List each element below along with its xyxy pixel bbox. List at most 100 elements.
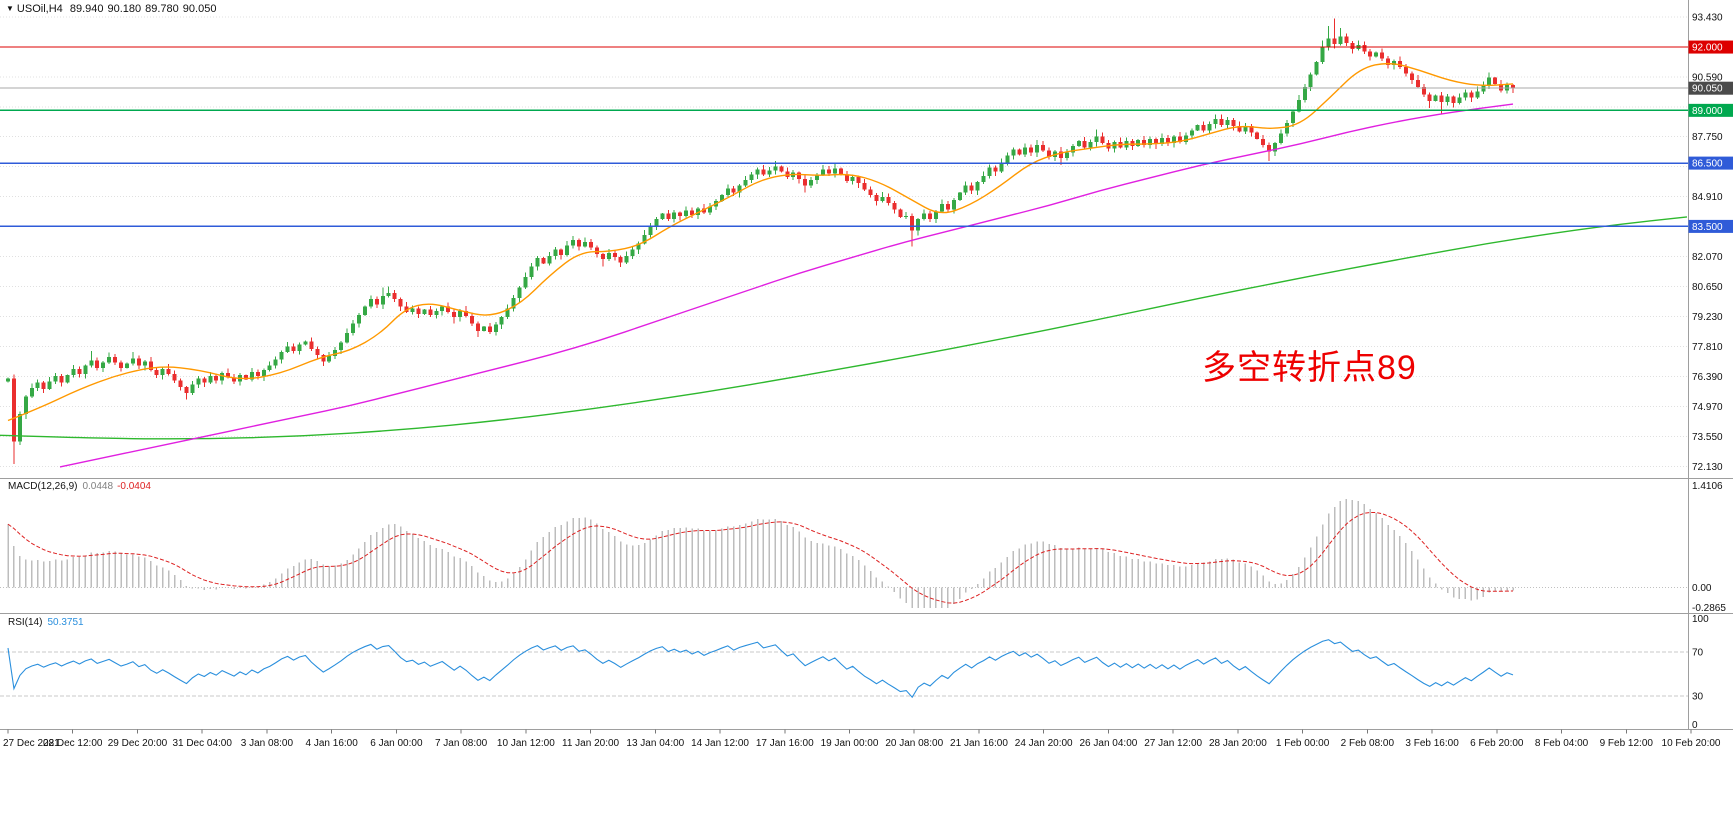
- candle-body: [743, 179, 748, 186]
- candle-body: [838, 168, 843, 175]
- price-axis-label: 74.970: [1692, 402, 1723, 413]
- candle-body: [529, 266, 534, 278]
- candle-body: [749, 174, 754, 180]
- candle-body: [77, 368, 82, 375]
- chart-canvas[interactable]: 93.430 90.590 87.750 84.910 82.070 80.650 79.2…: [0, 0, 1733, 760]
- candle-body: [1088, 142, 1093, 148]
- quick-trade-dropdown-icon[interactable]: ▼: [6, 4, 14, 13]
- time-axis-label: 19 Jan 00:00: [821, 738, 879, 749]
- candle-body: [773, 166, 778, 171]
- candle-body: [779, 166, 784, 172]
- candle-body: [1362, 44, 1367, 52]
- chart-annotation-text[interactable]: 多空转折点89: [1202, 349, 1417, 387]
- candle-body: [410, 308, 415, 312]
- candle-body: [1249, 126, 1254, 133]
- price-tag: [1688, 219, 1733, 233]
- candle-body: [809, 179, 814, 186]
- candle-body: [422, 309, 427, 314]
- candle-body: [475, 323, 480, 331]
- candle-body: [1082, 140, 1087, 148]
- time-axis-label: 14 Jan 12:00: [691, 738, 749, 749]
- candle-body: [928, 213, 933, 220]
- candle-body: [101, 362, 106, 368]
- time-axis-label: 29 Dec 20:00: [108, 738, 168, 749]
- price-tag-label: 92.000: [1692, 43, 1723, 54]
- candle-body: [89, 360, 94, 366]
- candle-body: [29, 387, 34, 397]
- ma-fast-line[interactable]: [7, 62, 1514, 422]
- price-axis-label: 76.390: [1692, 372, 1723, 383]
- candle-body: [945, 204, 950, 210]
- candle-body: [1225, 119, 1230, 126]
- price-axis-label: 87.750: [1692, 132, 1723, 143]
- candle-body: [1397, 60, 1402, 68]
- candle-body: [910, 215, 915, 231]
- candle-body: [898, 209, 903, 217]
- candle-body: [446, 306, 451, 312]
- candle-body: [398, 299, 403, 307]
- candle-body: [1213, 118, 1218, 125]
- candle-body: [487, 326, 492, 332]
- candle-body: [1320, 47, 1325, 62]
- candle-body: [392, 292, 397, 300]
- macd-indicator-label: MACD(12,26,9) 0.0448 -0.0404: [8, 481, 151, 492]
- candle-body: [136, 358, 141, 366]
- price-tag-label: 83.500: [1692, 222, 1723, 233]
- candle-body: [386, 292, 391, 297]
- candle-body: [303, 341, 308, 345]
- time-axis-label: 10 Jan 12:00: [497, 738, 555, 749]
- candle-body: [1386, 58, 1391, 65]
- candle-body: [362, 306, 367, 316]
- candle-body: [1427, 94, 1432, 101]
- macd-axis-label: 1.4106: [1692, 481, 1723, 492]
- ma-mid-line[interactable]: [59, 103, 1514, 468]
- candle-body: [356, 315, 361, 324]
- candle-body: [719, 194, 724, 202]
- candle-body: [11, 378, 16, 442]
- price-tag-label: 89.000: [1692, 106, 1723, 117]
- candle-body: [1231, 119, 1236, 127]
- candle-body: [119, 362, 124, 368]
- candle-body: [255, 371, 260, 377]
- time-axis-label: 26 Jan 04:00: [1080, 738, 1138, 749]
- candle-body: [458, 310, 463, 318]
- candle-body: [291, 346, 296, 351]
- candle-body: [933, 211, 938, 220]
- candle-body: [1457, 97, 1462, 103]
- candle-body: [1463, 92, 1468, 98]
- candle-body: [761, 169, 766, 175]
- candle-body: [481, 326, 486, 331]
- candle-body: [517, 287, 522, 299]
- candle-body: [618, 256, 623, 263]
- candle-body: [951, 200, 956, 210]
- candle-body: [975, 182, 980, 191]
- rsi-axis-label: 70: [1692, 648, 1704, 659]
- candle-body: [1171, 136, 1176, 144]
- price-axis-label: 79.230: [1692, 312, 1723, 323]
- candle-body: [469, 316, 474, 324]
- candle-body: [333, 349, 338, 357]
- candle-body: [226, 373, 231, 378]
- candle-body: [600, 253, 605, 260]
- candle-body: [1374, 52, 1379, 57]
- candle-body: [178, 380, 183, 387]
- ma-slow-line[interactable]: [0, 216, 1688, 440]
- candle-body: [261, 369, 266, 377]
- candle-body: [922, 213, 927, 220]
- candle-body: [820, 169, 825, 175]
- candle-body: [785, 171, 790, 177]
- candle-body: [249, 371, 254, 380]
- candle-body: [577, 240, 582, 247]
- candle-body: [130, 358, 135, 364]
- time-axis-label: 9 Feb 12:00: [1600, 738, 1654, 749]
- candle-body: [755, 169, 760, 175]
- candle-body: [380, 296, 385, 305]
- time-axis-label: 4 Jan 16:00: [306, 738, 359, 749]
- candle-body: [208, 376, 213, 383]
- candle-body: [803, 178, 808, 186]
- candle-body: [1439, 95, 1444, 102]
- candle-body: [565, 245, 570, 255]
- candle-body: [452, 311, 457, 318]
- macd-name: MACD(12,26,9): [8, 481, 78, 492]
- candle-body: [368, 299, 373, 307]
